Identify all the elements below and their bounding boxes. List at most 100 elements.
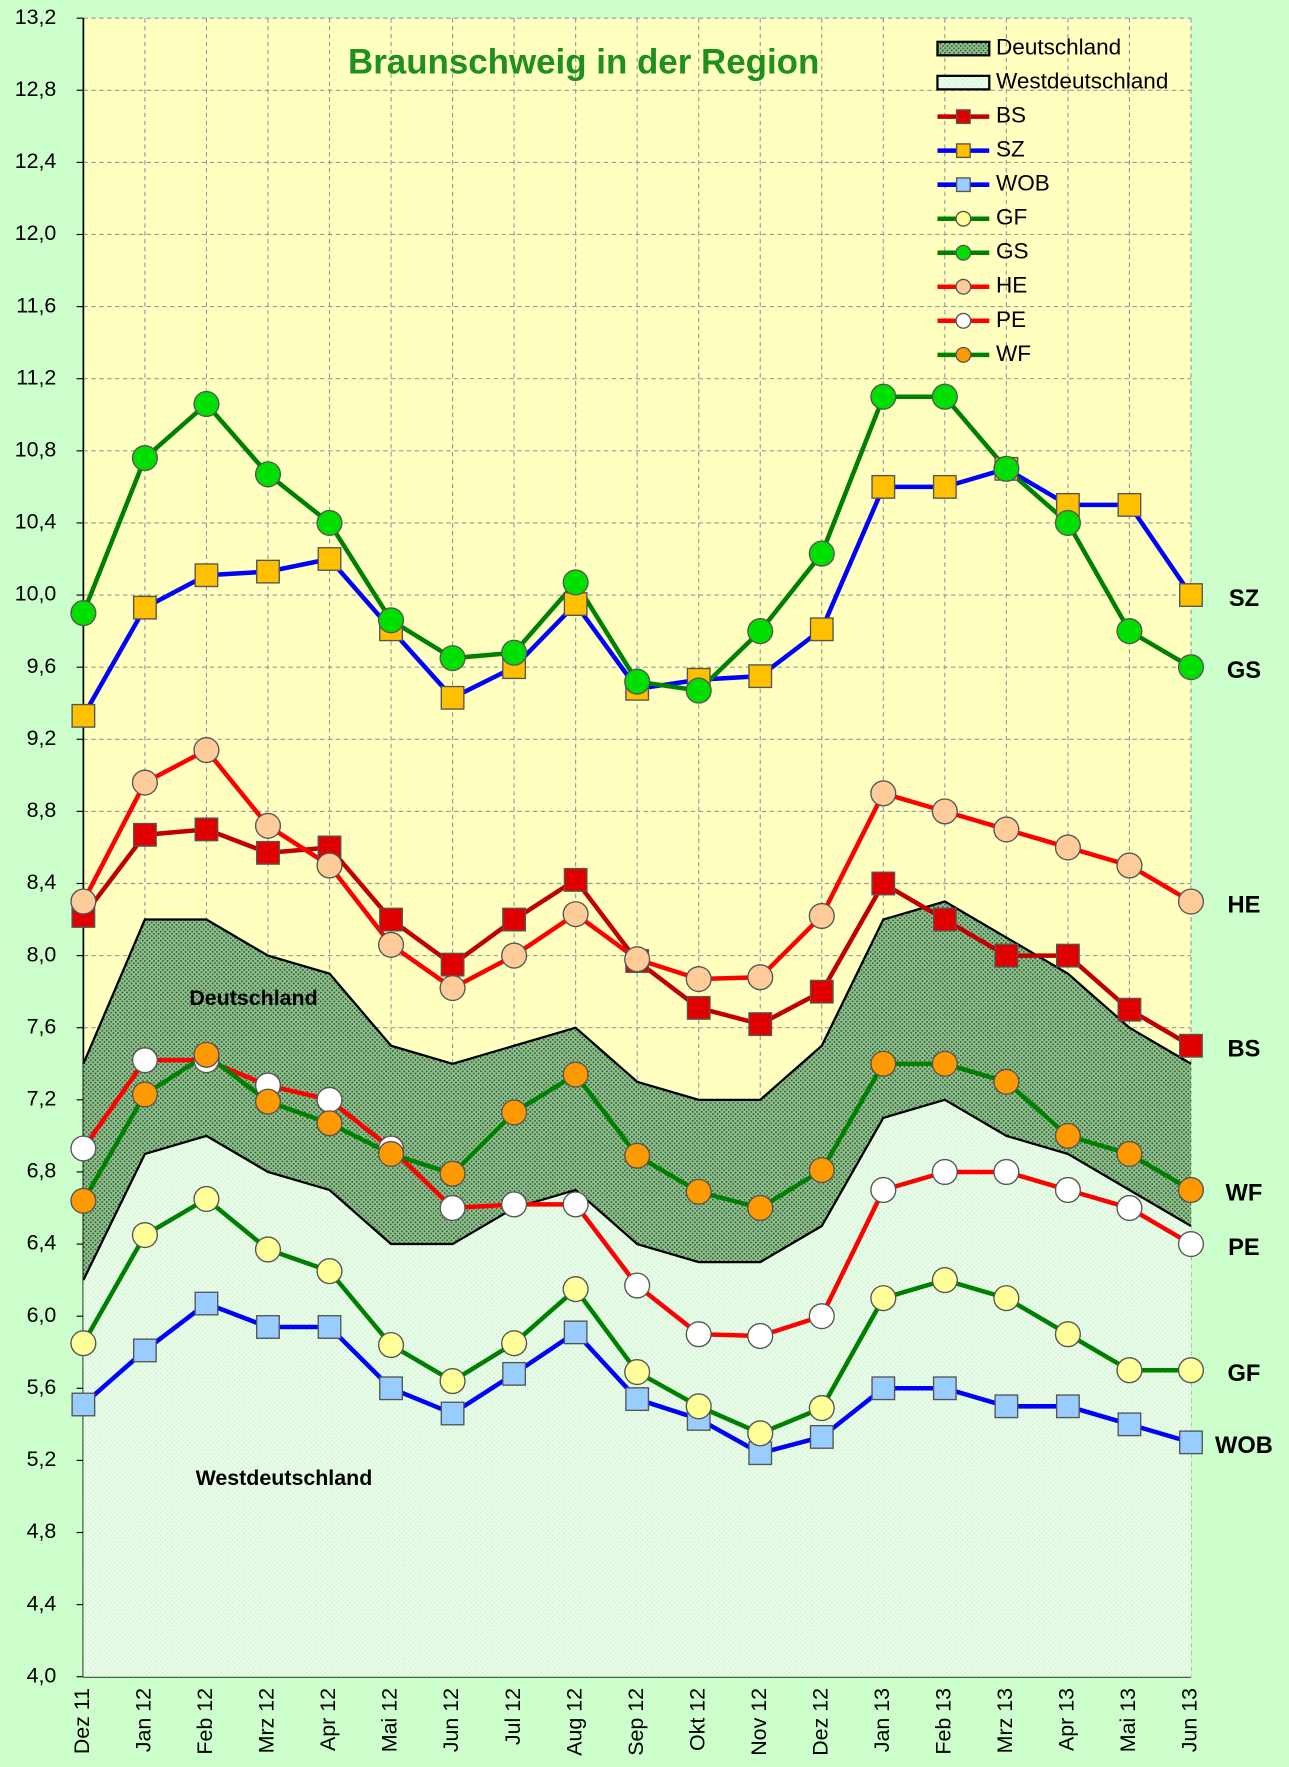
marker [439, 1368, 466, 1395]
y-tick-label: 5,2 [27, 1447, 57, 1471]
legend-label: WOB [996, 171, 1050, 196]
marker [993, 816, 1020, 843]
y-tick-label: 12,8 [15, 77, 57, 101]
marker [377, 1331, 405, 1359]
marker [931, 1050, 958, 1077]
marker [194, 1291, 219, 1316]
marker [1179, 1430, 1203, 1455]
marker [71, 703, 96, 728]
marker [1055, 943, 1080, 968]
y-tick-label: 4,4 [27, 1591, 57, 1615]
marker [747, 1322, 774, 1350]
legend-label: PE [996, 307, 1026, 332]
marker [932, 474, 957, 499]
area-edge [82, 1098, 1192, 1281]
marker [747, 1420, 774, 1447]
marker [931, 1158, 958, 1186]
area-edge [82, 900, 1192, 1101]
marker [71, 1392, 96, 1417]
marker [808, 902, 835, 930]
y-tick-label: 4,0 [27, 1663, 57, 1687]
marker [1177, 1230, 1205, 1258]
marker [1117, 492, 1142, 517]
marker [955, 210, 972, 227]
marker [624, 1358, 651, 1386]
marker [1054, 1122, 1081, 1149]
marker [440, 685, 465, 710]
x-tick-label: Sep 12 [624, 1688, 648, 1756]
end-label: PE [1228, 1235, 1260, 1261]
end-label: BS [1227, 1037, 1260, 1063]
marker [808, 1303, 835, 1330]
marker [624, 1142, 651, 1169]
x-tick-label: Aug 12 [562, 1688, 586, 1756]
marker [955, 278, 972, 295]
marker [1116, 618, 1143, 645]
marker [439, 1160, 466, 1187]
marker [562, 1276, 589, 1303]
marker [1179, 1033, 1203, 1058]
marker [562, 1061, 589, 1088]
y-tick-label: 6,0 [27, 1303, 57, 1327]
marker [1179, 583, 1203, 607]
marker [193, 1185, 220, 1213]
marker [563, 1320, 588, 1345]
y-tick-label: 11,2 [16, 365, 56, 389]
marker [685, 965, 712, 993]
marker [502, 907, 527, 932]
marker [685, 1393, 712, 1420]
marker [1116, 1357, 1143, 1384]
marker [955, 143, 971, 159]
marker [994, 943, 1019, 968]
legend-label: WF [996, 341, 1031, 366]
marker [256, 840, 280, 865]
marker [317, 1315, 342, 1339]
marker [131, 1221, 158, 1249]
marker [748, 1012, 773, 1037]
marker [1055, 1394, 1080, 1419]
marker [316, 509, 343, 537]
marker [1177, 888, 1205, 915]
marker [625, 1387, 650, 1412]
marker [808, 1157, 835, 1184]
area-label: Deutschland [189, 986, 317, 1010]
area-label: Westdeutschland [196, 1466, 373, 1490]
marker [193, 1041, 220, 1068]
marker [624, 1272, 651, 1299]
y-tick-label: 10,4 [15, 510, 57, 534]
marker [440, 1401, 465, 1426]
marker [1054, 1321, 1081, 1348]
marker [955, 312, 972, 329]
end-label: GS [1227, 658, 1261, 684]
end-label: WF [1226, 1181, 1263, 1207]
marker [440, 952, 465, 977]
marker [132, 822, 157, 847]
x-tick-label: Jun 12 [439, 1688, 463, 1752]
legend-label: GF [996, 205, 1027, 230]
marker [870, 780, 897, 807]
marker [377, 607, 405, 634]
marker [316, 852, 343, 879]
marker [70, 1330, 97, 1357]
marker [747, 964, 774, 991]
marker [955, 177, 971, 193]
x-tick-label: Dez 12 [808, 1688, 832, 1756]
chart-title: Braunschweig in der Region [348, 43, 819, 82]
x-tick-label: Apr 12 [316, 1688, 340, 1751]
marker [254, 1088, 282, 1115]
marker [748, 664, 773, 689]
marker [1116, 1140, 1143, 1167]
marker [193, 390, 220, 418]
marker [501, 639, 528, 666]
x-tick-label: Dez 11 [70, 1688, 94, 1754]
marker [379, 1376, 403, 1401]
y-tick-label: 7,2 [27, 1086, 57, 1110]
marker [70, 888, 97, 915]
marker [871, 871, 896, 896]
marker [955, 109, 971, 125]
x-tick-label: Mai 13 [1116, 1688, 1140, 1752]
marker [685, 1321, 712, 1348]
marker [501, 942, 528, 969]
legend-swatch [936, 40, 991, 57]
marker [439, 1194, 466, 1222]
